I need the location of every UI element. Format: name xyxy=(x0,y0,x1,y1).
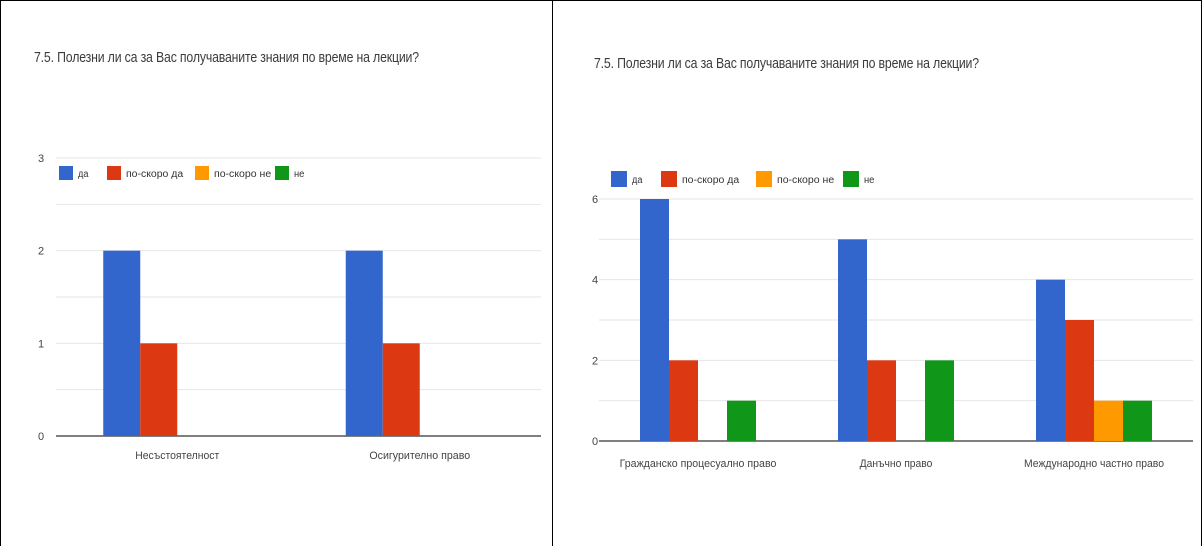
y-tick-label: 3 xyxy=(38,153,44,165)
bar xyxy=(640,199,669,441)
bar xyxy=(669,360,698,441)
bar xyxy=(345,250,383,436)
y-tick-label: 0 xyxy=(592,436,598,448)
y-tick-label: 6 xyxy=(592,194,598,206)
bar xyxy=(925,360,954,441)
bar xyxy=(103,250,141,436)
y-tick-label: 1 xyxy=(38,338,44,350)
y-tick-label: 0 xyxy=(38,431,44,443)
legend-swatch xyxy=(107,166,121,180)
legend-swatch xyxy=(275,166,289,180)
category-label: Международно частно право xyxy=(1024,458,1164,470)
legend-swatch xyxy=(843,171,859,187)
category-label: Данъчно право xyxy=(860,458,933,470)
bar xyxy=(140,343,178,436)
chart-panel-left: 7.5. Полезни ли са за Вас получаваните з… xyxy=(0,0,553,546)
bar xyxy=(382,343,420,436)
legend-label: да xyxy=(78,169,89,180)
chart-panel-right: 7.5. Полезни ли са за Вас получаваните з… xyxy=(553,0,1202,546)
bar xyxy=(1065,320,1094,441)
chart-title: 7.5. Полезни ли са за Вас получаваните з… xyxy=(34,49,419,66)
legend-swatch xyxy=(195,166,209,180)
bar xyxy=(1036,279,1065,441)
y-tick-label: 2 xyxy=(38,246,44,258)
category-label: Несъстоятелност xyxy=(135,450,219,462)
category-label: Осигурително право xyxy=(369,450,470,462)
legend-label: да xyxy=(632,175,643,186)
legend-swatch xyxy=(59,166,73,180)
y-tick-label: 4 xyxy=(592,275,598,287)
y-tick-label: 2 xyxy=(592,355,598,367)
bar-chart-right: 0 2 4 6 Гражданско процесуално право Данъчно … xyxy=(592,171,1193,470)
legend-swatch xyxy=(611,171,627,187)
category-label: Гражданско процесуално право xyxy=(620,458,777,470)
legend-swatch xyxy=(661,171,677,187)
bar xyxy=(838,239,867,441)
legend-label: по-скоро не xyxy=(214,169,272,180)
bar xyxy=(727,400,756,441)
legend-label: по-скоро да xyxy=(126,169,184,180)
legend-label: не xyxy=(864,175,875,186)
bar-chart-left: 0 1 2 3 Несъстоятелност Осигурително право да п… xyxy=(38,153,541,462)
legend-swatch xyxy=(756,171,772,187)
legend-label: по-скоро не xyxy=(777,175,835,186)
legend-label: по-скоро да xyxy=(682,175,740,186)
bar xyxy=(867,360,896,441)
chart-title: 7.5. Полезни ли са за Вас получаваните з… xyxy=(594,55,979,72)
bar xyxy=(1123,400,1152,441)
legend-label: не xyxy=(294,169,305,180)
bar xyxy=(1094,400,1123,441)
